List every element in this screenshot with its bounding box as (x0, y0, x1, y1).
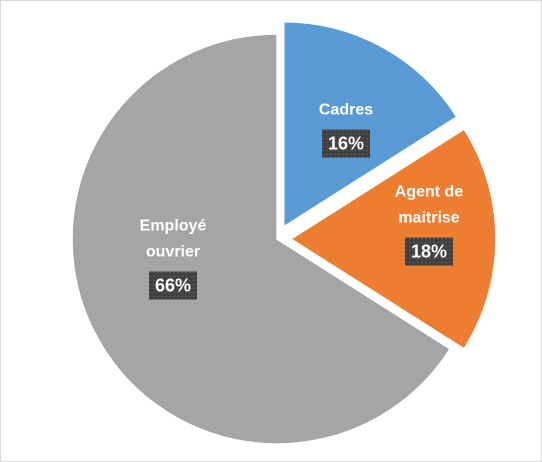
value-label: 66% (148, 271, 198, 300)
pie-slice (71, 33, 452, 445)
category-label: Cadres (318, 101, 374, 119)
category-label: Agent de maitrise (394, 183, 464, 227)
value-label: 16% (321, 129, 371, 158)
value-label: 18% (404, 237, 454, 266)
pie-slice (282, 20, 458, 229)
slice-label: Cadres 16% (291, 98, 401, 159)
pie-slice (289, 128, 497, 350)
slice-label: Agent de maitrise 18% (374, 180, 484, 267)
slice-label: Employé ouvrier 66% (118, 214, 228, 301)
category-label: Employé ouvrier (139, 217, 207, 261)
